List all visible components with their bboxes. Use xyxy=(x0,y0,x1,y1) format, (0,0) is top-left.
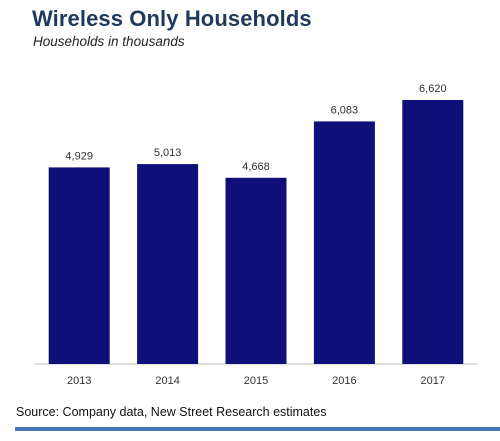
source-note: Source: Company data, New Street Researc… xyxy=(16,405,327,419)
data-label-2014: 5,013 xyxy=(154,147,182,159)
x-tick-label-2013: 2013 xyxy=(67,375,91,387)
bar-2014 xyxy=(137,164,199,364)
chart-title: Wireless Only Households xyxy=(32,6,312,31)
bar-2017 xyxy=(402,100,464,364)
x-tick-label-2015: 2015 xyxy=(244,375,268,387)
data-label-2017: 6,620 xyxy=(419,83,447,95)
x-tick-label-2017: 2017 xyxy=(421,375,445,387)
bar-2013 xyxy=(48,167,110,364)
bottom-rule xyxy=(15,427,500,431)
bar-chart: 4,929 2013 5,013 2014 4,668 2015 6,083 2016 6,62… xyxy=(35,83,477,387)
bar-2015 xyxy=(225,177,287,364)
bar-2016 xyxy=(313,121,375,365)
x-tick-label-2016: 2016 xyxy=(332,375,356,387)
data-label-2016: 6,083 xyxy=(331,104,359,116)
data-label-2013: 4,929 xyxy=(65,150,93,162)
x-tick-label-2014: 2014 xyxy=(155,375,179,387)
chart-subtitle: Households in thousands xyxy=(33,34,185,49)
data-label-2015: 4,668 xyxy=(242,161,270,173)
